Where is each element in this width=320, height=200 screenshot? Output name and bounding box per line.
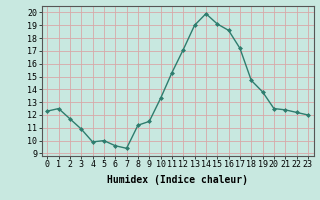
X-axis label: Humidex (Indice chaleur): Humidex (Indice chaleur) bbox=[107, 175, 248, 185]
